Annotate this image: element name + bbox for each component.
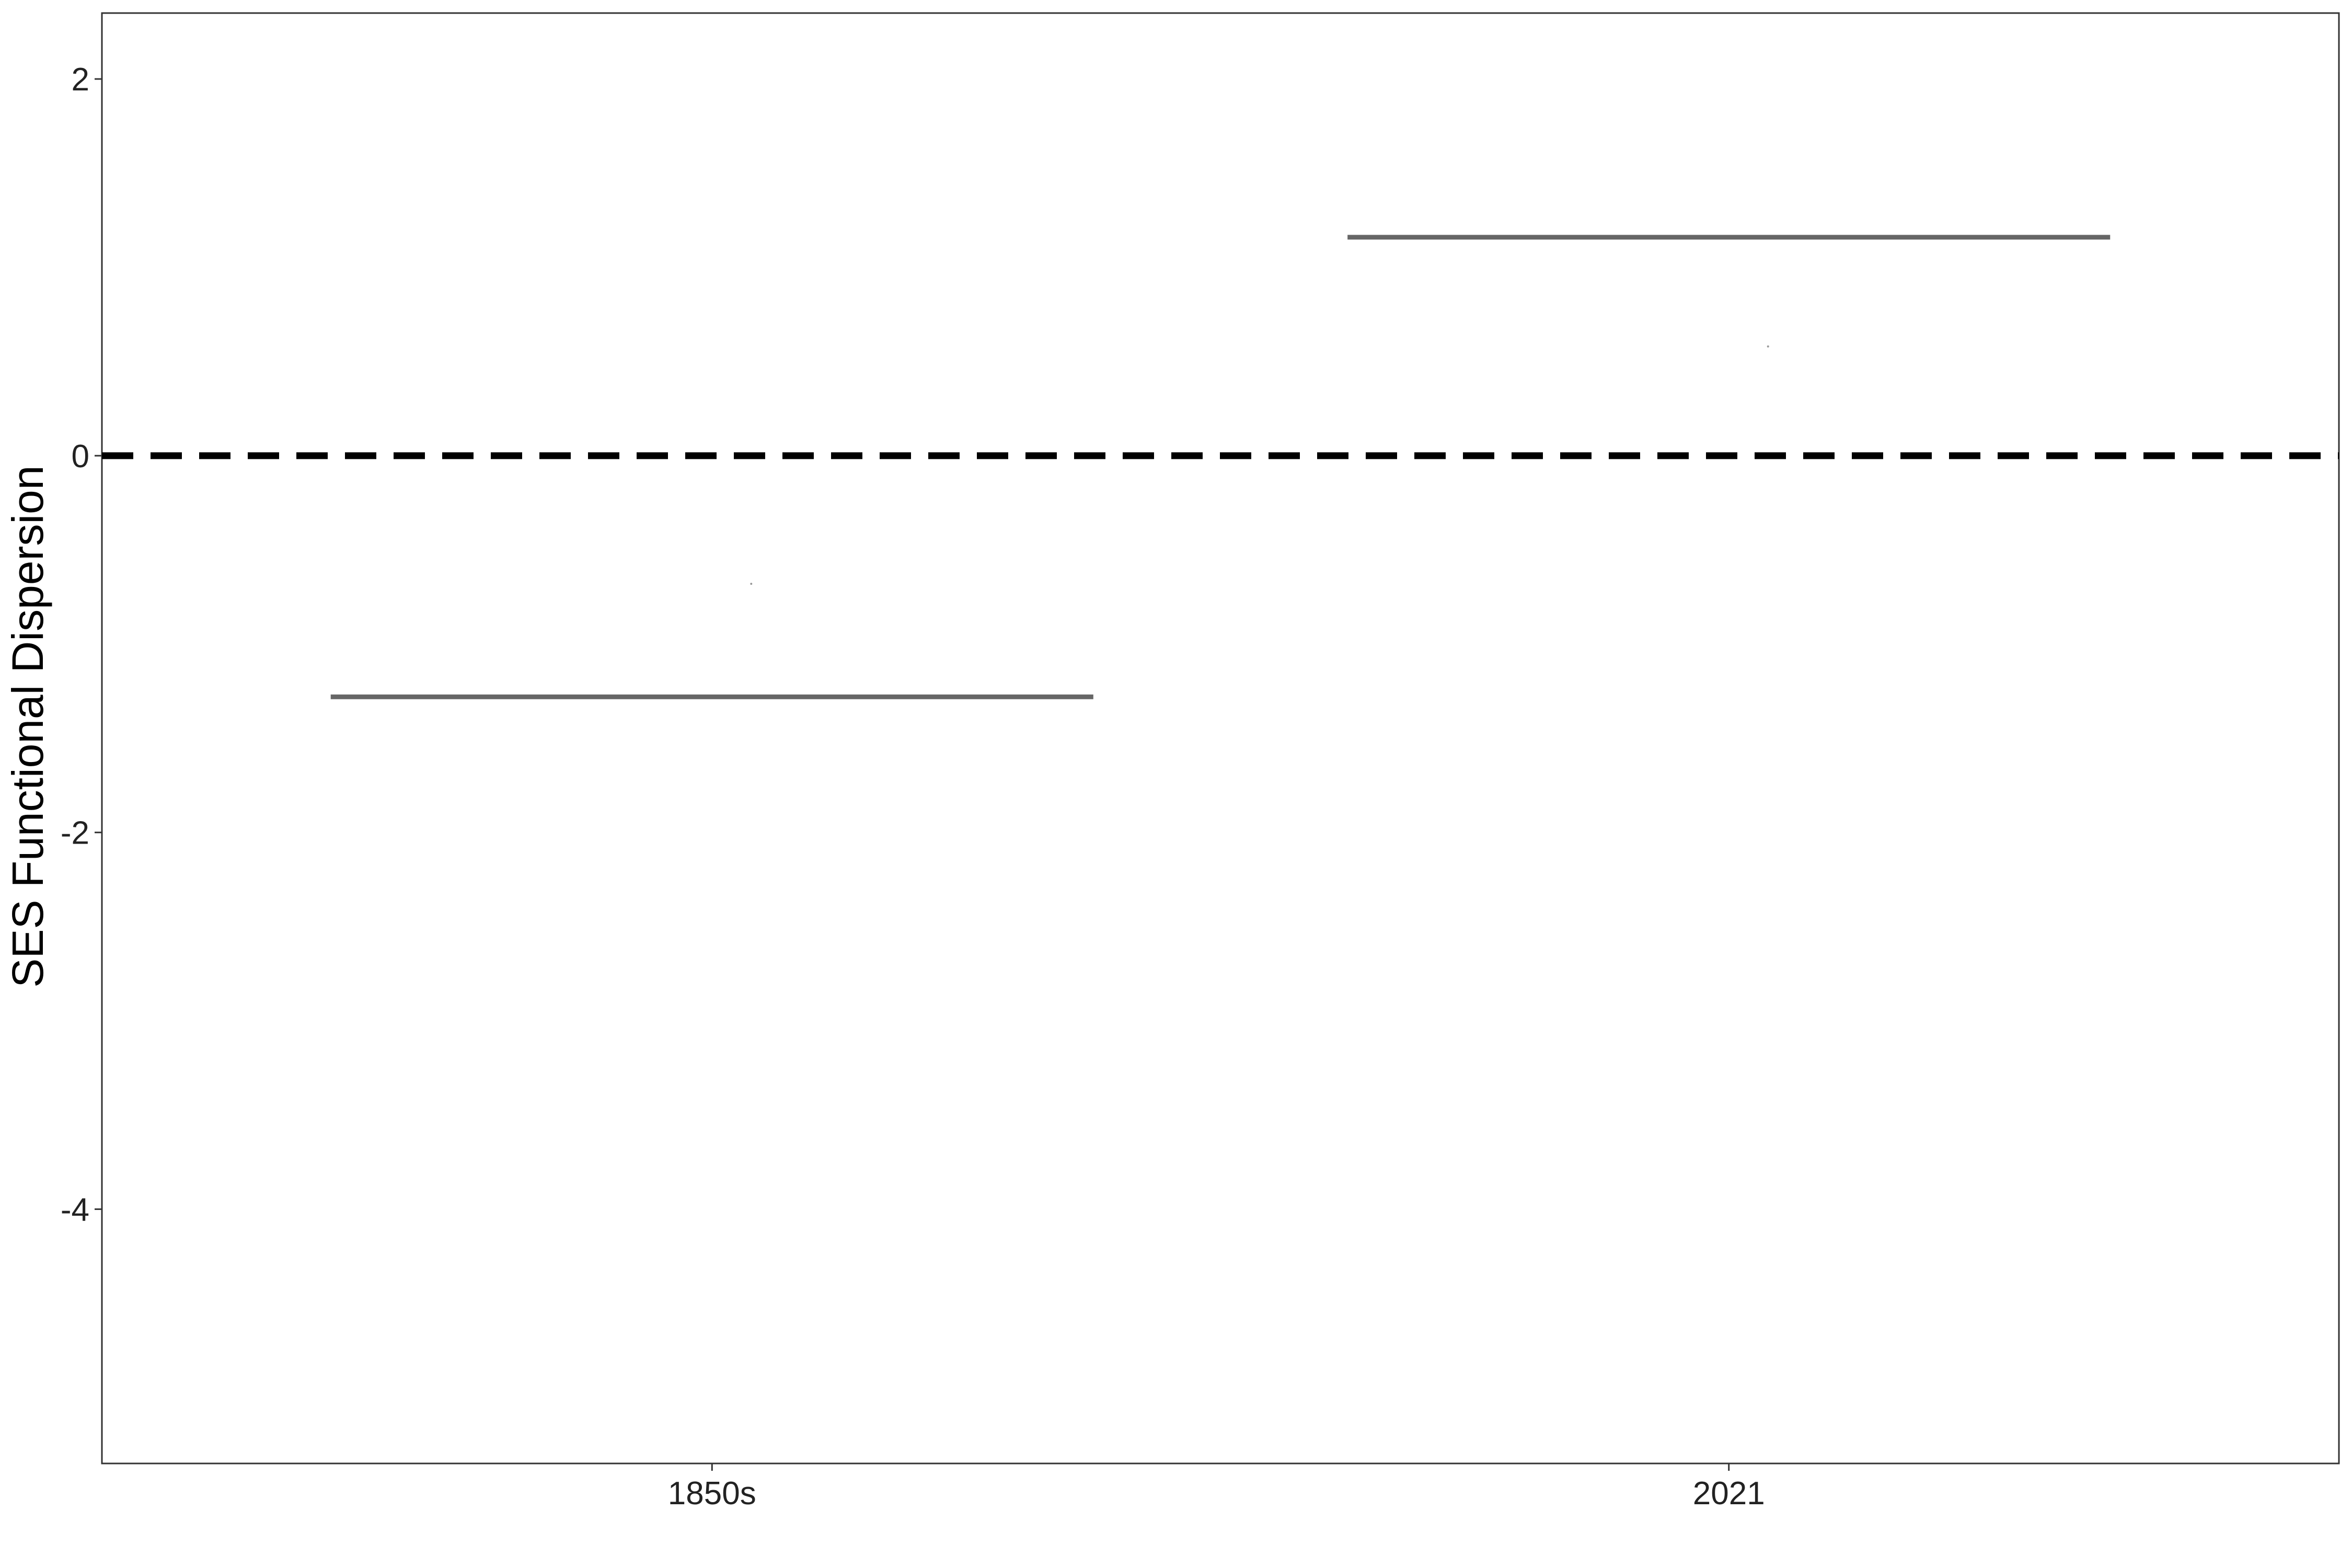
y-tick-label: -4	[61, 1192, 89, 1228]
y-tick-label: 0	[72, 439, 89, 475]
panel-border	[101, 12, 2340, 1465]
y-tick-label: -2	[61, 815, 89, 851]
chart-axes: 2 0 -2 -4 1850s 2021	[61, 62, 1765, 1512]
x-tick-label: 1850s	[668, 1475, 756, 1512]
y-axis-title: SES Functional Dispersion	[3, 465, 52, 987]
point-1850s	[750, 582, 753, 585]
plot-panel	[101, 12, 2340, 1465]
point-2021	[1767, 345, 1769, 348]
y-tick-label: 2	[72, 62, 89, 98]
chart-marks	[102, 235, 2339, 699]
x-tick-label: 2021	[1693, 1475, 1765, 1512]
